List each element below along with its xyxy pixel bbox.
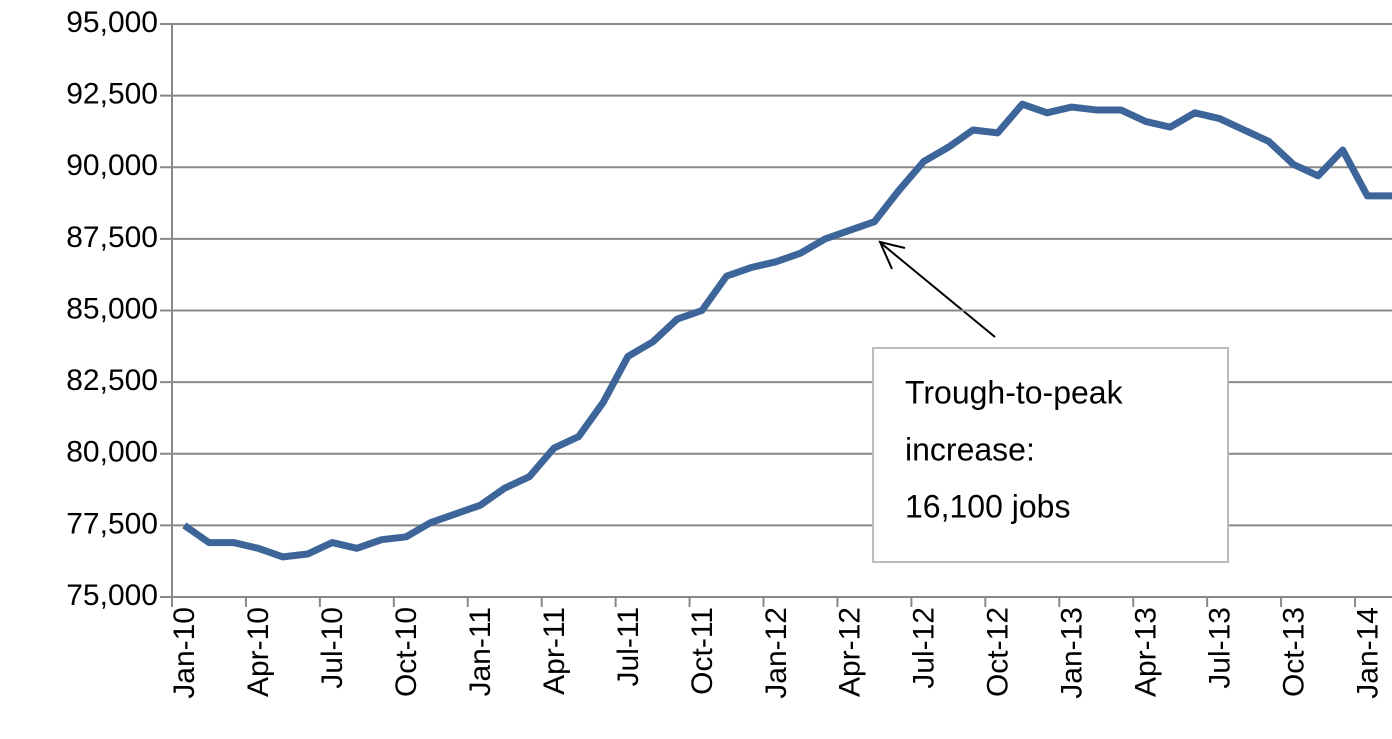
x-tick-label: Jan-14 [1351, 607, 1384, 699]
x-tick-label: Jul-11 [612, 607, 645, 686]
x-tick-label: Apr-12 [834, 607, 867, 697]
x-tick-label: Apr-10 [242, 607, 275, 697]
x-tick-label: Jul-10 [316, 607, 349, 689]
y-tick-label: 95,000 [66, 6, 158, 39]
annotation-text: 16,100 jobs [905, 488, 1070, 524]
y-tick-label: 90,000 [66, 149, 158, 182]
x-tick-label: Oct-11 [686, 607, 719, 695]
annotation-text: increase: [905, 431, 1035, 467]
x-tick-label: Jan-13 [1056, 607, 1089, 699]
annotation-box [872, 347, 1229, 563]
annotation-arrowhead [878, 240, 906, 270]
x-tick-label: Jul-12 [908, 607, 941, 689]
y-tick-label: 87,500 [66, 221, 158, 254]
data-line [182, 100, 1392, 561]
annotation-arrow [881, 243, 996, 338]
x-tick-label: Apr-13 [1129, 607, 1162, 697]
x-tick-label: Oct-13 [1277, 607, 1310, 697]
x-tick-label: Oct-10 [390, 607, 423, 697]
x-tick-label: Jan-10 [168, 607, 201, 699]
x-tick-label: Jan-11 [464, 607, 497, 697]
annotation-text: Trough-to-peak [905, 374, 1124, 410]
x-tick-label: Jul-13 [1203, 607, 1236, 689]
y-tick-label: 77,500 [66, 507, 158, 540]
x-tick-label: Apr-11 [538, 607, 571, 695]
y-tick-label: 75,000 [66, 579, 158, 612]
y-tick-label: 82,500 [66, 364, 158, 397]
y-tick-label: 92,500 [66, 78, 158, 111]
y-tick-label: 85,000 [66, 292, 158, 325]
x-tick-label: Oct-12 [982, 607, 1015, 697]
x-tick-label: Jan-12 [760, 607, 793, 699]
y-tick-label: 80,000 [66, 436, 158, 469]
